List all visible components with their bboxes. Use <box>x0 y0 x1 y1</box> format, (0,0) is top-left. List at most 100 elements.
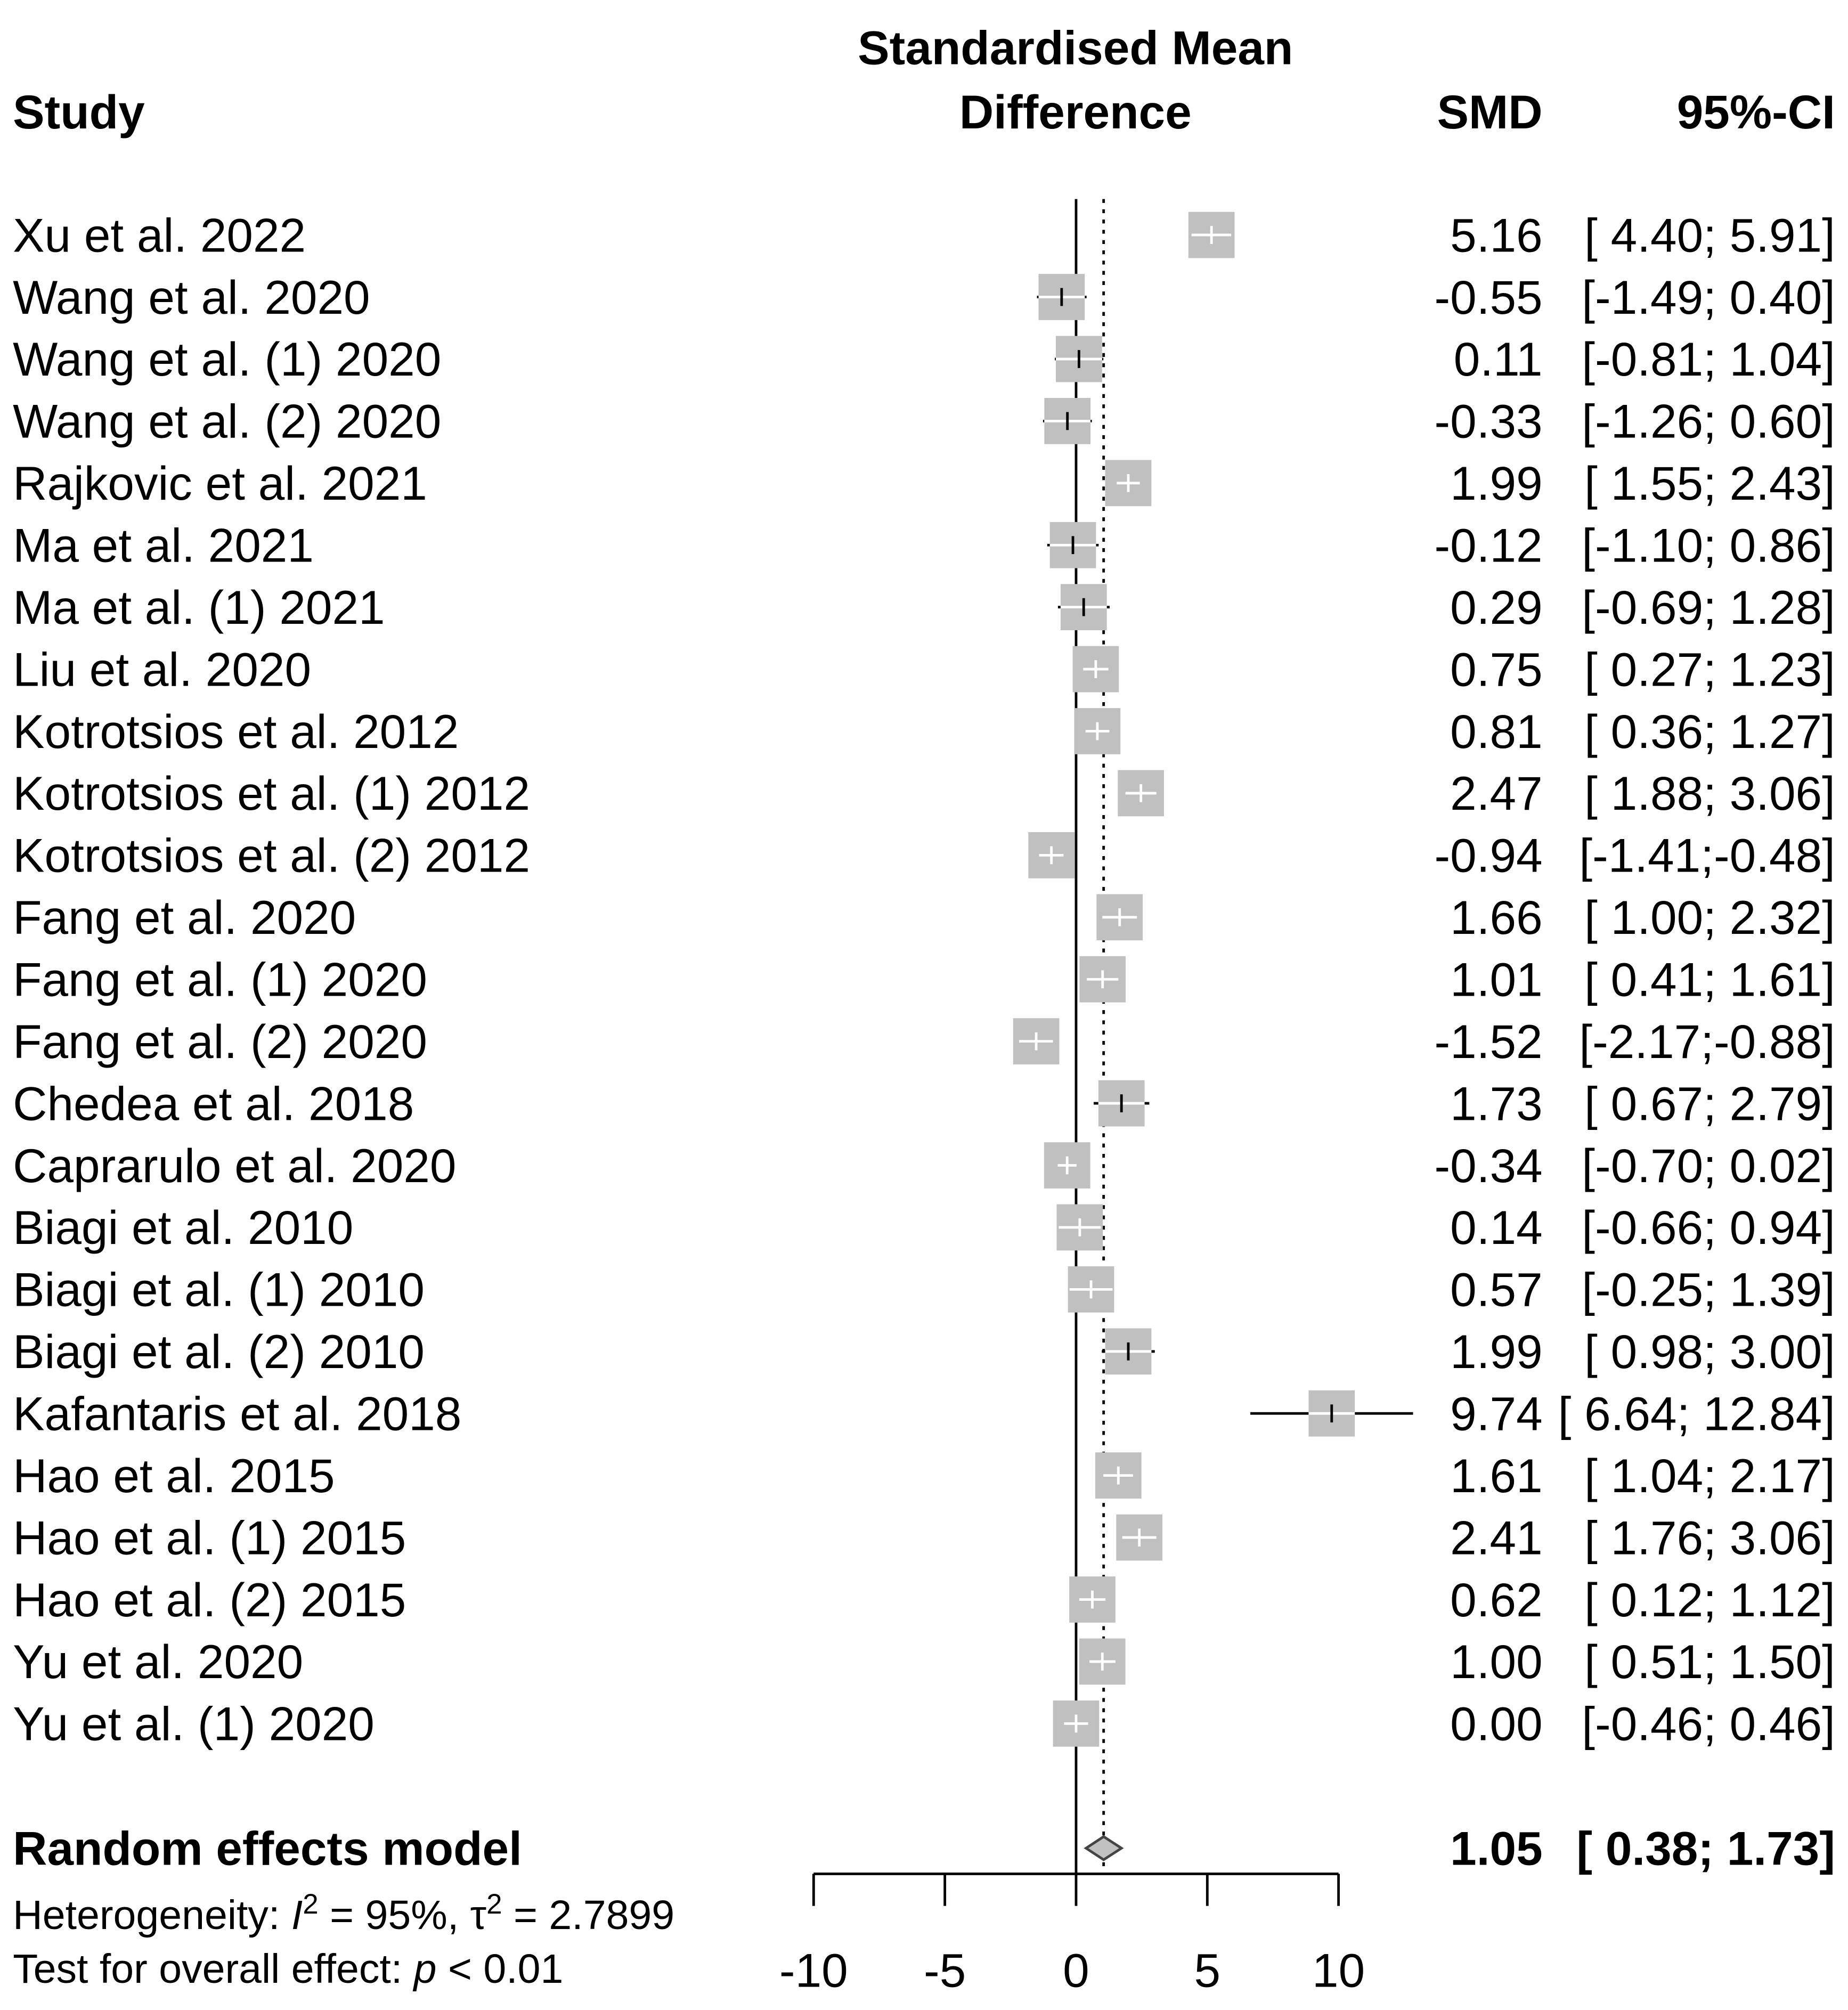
smd-label: -0.34 <box>1434 1139 1542 1192</box>
ci-label: [-1.49; 0.40] <box>1582 271 1835 324</box>
x-tick-label: 5 <box>1194 1943 1221 1997</box>
smd-label: 0.81 <box>1450 705 1542 758</box>
ci-label: [ 1.55; 2.43] <box>1584 457 1835 510</box>
ci-label: [-0.70; 0.02] <box>1582 1139 1835 1192</box>
study-name: Kafantaris et al. 2018 <box>13 1387 461 1441</box>
study-name: Wang et al. (1) 2020 <box>13 332 441 386</box>
ci-label: [-0.81; 1.04] <box>1582 332 1835 386</box>
footnote-part: τ <box>470 1892 486 1938</box>
study-name: Biagi et al. (2) 2010 <box>13 1325 425 1378</box>
ci-label: [ 1.00; 2.32] <box>1584 891 1835 944</box>
study-name: Hao et al. (2) 2015 <box>13 1573 406 1626</box>
ci-label: [-2.17;-0.88] <box>1579 1015 1835 1068</box>
ci-label: [-0.66; 0.94] <box>1582 1201 1835 1254</box>
footnote-part: = 2.7899 <box>502 1892 675 1938</box>
ci-label: [-0.25; 1.39] <box>1582 1263 1835 1316</box>
x-tick-label: 10 <box>1312 1943 1365 1997</box>
header-study: Study <box>13 85 145 139</box>
smd-label: -0.12 <box>1434 519 1542 572</box>
study-name: Biagi et al. 2010 <box>13 1201 353 1254</box>
heterogeneity: Heterogeneity: I2 = 95%, τ2 = 2.7899 <box>13 1889 674 1939</box>
footnote-part: < 0.01 <box>437 1946 564 1992</box>
ci-label: [ 4.40; 5.91] <box>1584 208 1835 262</box>
ci-label: [ 0.67; 2.79] <box>1584 1077 1835 1130</box>
smd-label: 0.11 <box>1454 332 1543 386</box>
study-name: Kotrotsios et al. 2012 <box>13 705 459 758</box>
smd-label: 1.61 <box>1450 1449 1542 1502</box>
study-name: Xu et al. 2022 <box>13 208 306 262</box>
ci-label: [ 1.76; 3.06] <box>1584 1511 1835 1564</box>
footnote-part: = 95%, <box>319 1892 470 1938</box>
footnote-part: p <box>413 1946 437 1992</box>
ci-label: [ 0.27; 1.23] <box>1584 642 1835 696</box>
smd-label: 1.00 <box>1450 1635 1542 1688</box>
study-name: Chedea et al. 2018 <box>13 1077 414 1130</box>
header-effect: Standardised Mean <box>858 21 1293 75</box>
pooled-smd-label: 1.05 <box>1450 1822 1542 1875</box>
study-name: Caprarulo et al. 2020 <box>13 1139 456 1192</box>
ci-label: [-1.41;-0.48] <box>1579 829 1835 882</box>
smd-label: 0.57 <box>1450 1263 1542 1316</box>
study-name: Fang et al. (2) 2020 <box>13 1015 427 1068</box>
smd-label: 0.14 <box>1450 1201 1542 1254</box>
smd-label: 5.16 <box>1450 208 1542 262</box>
header-effect: Difference <box>959 85 1192 139</box>
smd-label: 1.99 <box>1450 457 1542 510</box>
study-name: Ma et al. 2021 <box>13 519 314 572</box>
smd-label: -1.52 <box>1434 1015 1542 1068</box>
pooled-ci-label: [ 0.38; 1.73] <box>1576 1822 1835 1875</box>
ci-label: [ 1.88; 3.06] <box>1584 767 1835 820</box>
ci-label: [ 6.64; 12.84] <box>1558 1387 1835 1441</box>
smd-label: -0.55 <box>1434 271 1542 324</box>
smd-label: 1.73 <box>1450 1077 1542 1130</box>
footnote-part: 2 <box>486 1889 502 1920</box>
smd-label: 0.62 <box>1450 1573 1542 1626</box>
x-tick-label: -10 <box>779 1943 848 1997</box>
study-name: Kotrotsios et al. (2) 2012 <box>13 829 530 882</box>
study-name: Biagi et al. (1) 2010 <box>13 1263 425 1316</box>
ci-label: [ 0.12; 1.12] <box>1584 1573 1835 1626</box>
study-name: Yu et al. (1) 2020 <box>13 1697 375 1751</box>
study-name: Hao et al. (1) 2015 <box>13 1511 406 1564</box>
smd-label: -0.33 <box>1434 395 1542 448</box>
ci-label: [-1.10; 0.86] <box>1582 519 1835 572</box>
smd-label: 0.00 <box>1450 1697 1542 1751</box>
footnote-part: I <box>291 1892 303 1938</box>
header-smd: SMD <box>1437 85 1543 139</box>
footnote-part: 2 <box>303 1889 318 1920</box>
smd-label: 0.75 <box>1450 642 1542 696</box>
ci-label: [-1.26; 0.60] <box>1582 395 1835 448</box>
footnote-part: Heterogeneity: <box>13 1892 291 1938</box>
ci-label: [ 0.36; 1.27] <box>1584 705 1835 758</box>
study-name: Rajkovic et al. 2021 <box>13 457 427 510</box>
ci-label: [ 0.51; 1.50] <box>1584 1635 1835 1688</box>
smd-label: 1.99 <box>1450 1325 1542 1378</box>
header-ci: 95%-CI <box>1677 85 1835 139</box>
smd-label: 0.29 <box>1450 581 1542 634</box>
ci-label: [-0.46; 0.46] <box>1582 1697 1835 1751</box>
ci-label: [ 0.98; 3.00] <box>1584 1325 1835 1378</box>
study-name: Ma et al. (1) 2021 <box>13 581 385 634</box>
ci-label: [-0.69; 1.28] <box>1582 581 1835 634</box>
study-name: Fang et al. (1) 2020 <box>13 953 427 1006</box>
smd-label: 2.41 <box>1450 1511 1542 1564</box>
smd-label: 1.01 <box>1450 953 1542 1006</box>
study-name: Kotrotsios et al. (1) 2012 <box>13 767 530 820</box>
x-tick-label: 0 <box>1063 1943 1089 1997</box>
pooled-name: Random effects model <box>13 1822 522 1875</box>
smd-label: 2.47 <box>1450 767 1542 820</box>
ci-label: [ 0.41; 1.61] <box>1584 953 1835 1006</box>
study-name: Hao et al. 2015 <box>13 1449 335 1502</box>
smd-label: -0.94 <box>1434 829 1542 882</box>
footnote-part: Test for overall effect: <box>13 1946 414 1992</box>
study-name: Yu et al. 2020 <box>13 1635 303 1688</box>
study-name: Liu et al. 2020 <box>13 642 311 696</box>
x-tick-label: -5 <box>924 1943 966 1997</box>
study-name: Fang et al. 2020 <box>13 891 356 944</box>
ci-label: [ 1.04; 2.17] <box>1584 1449 1835 1502</box>
smd-label: 9.74 <box>1450 1387 1542 1441</box>
smd-label: 1.66 <box>1450 891 1542 944</box>
study-name: Wang et al. 2020 <box>13 271 370 324</box>
